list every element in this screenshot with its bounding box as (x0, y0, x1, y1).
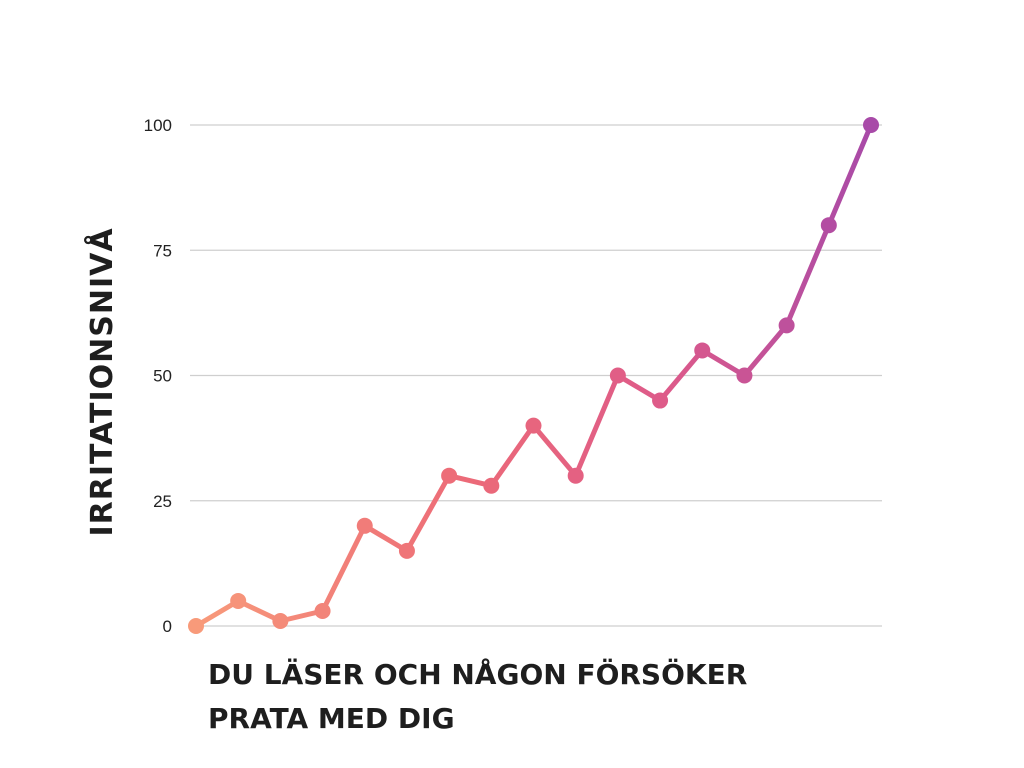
data-point (272, 612, 289, 629)
x-axis-label-line-2: PRATA MED DIG (208, 702, 455, 735)
data-point (441, 467, 458, 484)
data-point (483, 477, 500, 494)
y-tick-labels: 0 25 50 75 100 (144, 116, 172, 636)
y-axis-label: IRRITATIONSNIVÅ (83, 227, 120, 536)
data-point (609, 367, 626, 384)
data-point (694, 342, 711, 359)
y-tick-label: 75 (153, 241, 172, 260)
data-point (652, 392, 669, 409)
data-point (567, 467, 584, 484)
data-point (188, 618, 204, 634)
data-points (188, 117, 879, 634)
data-point (525, 417, 542, 434)
data-point (736, 367, 753, 384)
y-tick-label: 0 (163, 617, 172, 636)
data-point (863, 117, 879, 133)
data-point (230, 592, 247, 609)
data-point (314, 602, 331, 619)
data-point (356, 517, 373, 534)
data-point (398, 542, 415, 559)
x-axis-label-line-1: DU LÄSER OCH NÅGON FÖRSÖKER (208, 657, 747, 691)
y-tick-label: 25 (153, 492, 172, 511)
data-point (820, 217, 837, 234)
y-tick-label: 100 (144, 116, 172, 135)
grid (190, 124, 882, 627)
data-point (778, 317, 795, 334)
y-tick-label: 50 (153, 367, 172, 386)
